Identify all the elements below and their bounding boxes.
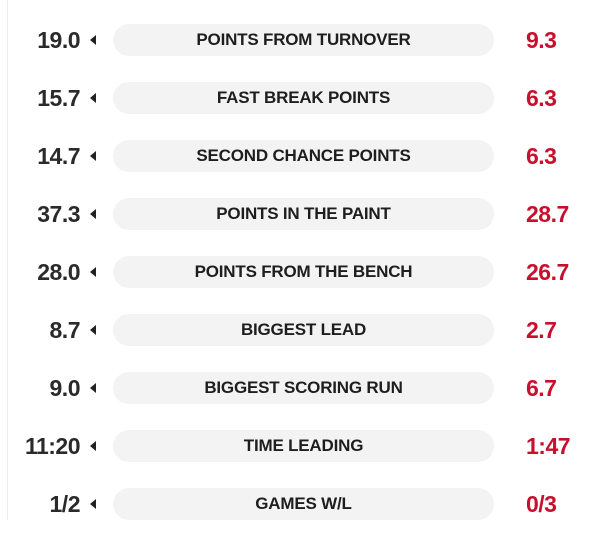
stat-label-pill: FAST BREAK POINTS [113,82,494,114]
stat-row: 14.7 SECOND CHANCE POINTS 6.3 [0,127,600,185]
caret-left-icon [90,151,96,161]
stat-row: 1/2 GAMES W/L 0/3 [0,475,600,533]
stat-label: POINTS FROM TURNOVER [196,30,411,49]
stat-row: 19.0 POINTS FROM TURNOVER 9.3 [0,11,600,69]
caret-left-icon [90,383,96,393]
stat-row: 28.0 POINTS FROM THE BENCH 26.7 [0,243,600,301]
stat-label: POINTS IN THE PAINT [216,204,391,223]
stat-label: BIGGEST LEAD [240,320,367,339]
stat-label-pill: GAMES W/L [113,488,494,520]
caret-left-icon [90,325,96,335]
home-team-value: 11:20 [24,433,81,459]
stat-row: 37.3 POINTS IN THE PAINT 28.7 [0,185,600,243]
away-team-value: 9.3 [526,27,557,53]
away-team-value: 6.3 [526,143,557,169]
away-team-value: 28.7 [526,201,569,227]
stat-label: BIGGEST SCORING RUN [204,378,403,397]
home-team-value: 14.7 [37,143,80,169]
caret-left-icon [90,267,96,277]
stat-label: POINTS FROM THE BENCH [194,262,413,281]
home-team-value: 9.0 [49,375,81,401]
caret-left-icon [90,35,96,45]
home-team-value: 19.0 [37,27,80,53]
left-divider [7,0,8,520]
home-team-value: 15.7 [37,85,80,111]
caret-left-icon [90,209,96,219]
caret-left-icon [90,93,96,103]
stat-label-pill: SECOND CHANCE POINTS [113,140,494,172]
home-team-value: 8.7 [49,317,81,343]
stat-label-pill: TIME LEADING [113,430,494,462]
team-stats-comparison: 19.0 POINTS FROM TURNOVER 9.3 15.7 FAST … [0,11,600,533]
stat-label-pill: BIGGEST LEAD [113,314,494,346]
stat-label: FAST BREAK POINTS [216,88,391,107]
stat-row: 15.7 FAST BREAK POINTS 6.3 [0,69,600,127]
away-team-value: 0/3 [526,491,557,517]
caret-left-icon [90,499,96,509]
home-team-value: 1/2 [49,491,81,517]
stat-label-pill: BIGGEST SCORING RUN [113,372,494,404]
away-team-value: 26.7 [526,259,569,285]
stat-label: SECOND CHANCE POINTS [196,146,411,165]
stat-label-pill: POINTS FROM THE BENCH [113,256,494,288]
stat-label: GAMES W/L [255,494,352,513]
stat-label-pill: POINTS FROM TURNOVER [113,24,494,56]
caret-left-icon [90,441,96,451]
away-team-value: 6.3 [526,85,557,111]
away-team-value: 6.7 [526,375,557,401]
stat-row: 11:20 TIME LEADING 1:47 [0,417,600,475]
home-team-value: 37.3 [37,201,80,227]
stat-row: 9.0 BIGGEST SCORING RUN 6.7 [0,359,600,417]
stat-label-pill: POINTS IN THE PAINT [113,198,494,230]
stat-row: 8.7 BIGGEST LEAD 2.7 [0,301,600,359]
home-team-value: 28.0 [37,259,80,285]
away-team-value: 1:47 [526,433,571,459]
away-team-value: 2.7 [526,317,557,343]
stat-label: TIME LEADING [243,436,364,455]
